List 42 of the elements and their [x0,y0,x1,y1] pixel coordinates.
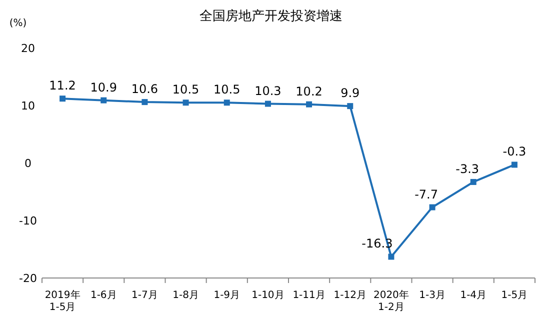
x-tick-label: 1-7月 [132,290,158,301]
x-tick-label: 1-3月 [419,290,446,301]
point [511,162,518,168]
point [60,96,66,102]
data-label: -0.3 [502,144,526,159]
x-tick-label: 1-6月 [90,290,117,301]
data-label: -7.7 [414,187,438,202]
data-label: 10.2 [296,84,322,98]
point [142,99,148,106]
data-label: -3.3 [456,162,480,176]
x-tick-label: 1-8月 [172,290,199,301]
y-tick-label: 20 [21,42,35,55]
data-label: 10.6 [131,82,158,96]
x-tick-label: 1-4月 [460,290,487,301]
x-tick-label: 1-11月 [292,290,326,301]
data-label: 11.2 [49,78,76,93]
x-tick-label: 1-12月 [334,290,366,301]
y-tick-label: -20 [19,272,37,285]
point [100,97,107,104]
point [347,103,354,110]
point [306,101,312,108]
x-tick-label: 1-9月 [214,290,240,301]
point [224,100,230,106]
data-label: 10.3 [254,84,282,98]
x-tick-label: 2020年 1-2月 [373,289,409,313]
data-label: 10.9 [90,80,117,94]
y-tick-label: 10 [21,100,35,112]
x-tick-label: 1-5月 [501,290,528,301]
y-tick-label: -10 [19,214,37,228]
point [264,100,271,107]
y-axis-title: (%) [9,18,27,29]
data-label: 10.5 [172,82,200,97]
x-tick-label: 1-10月 [252,290,284,301]
point [388,254,394,260]
y-tick-label: 0 [24,157,32,170]
x-tick-label: 2019年 1-5月 [44,289,80,313]
data-label: 9.9 [340,86,360,100]
data-label: 10.5 [214,82,240,97]
point [470,178,476,185]
point [182,100,189,106]
chart-title: 全国房地产开发投资增速 [200,8,342,24]
point [429,204,436,210]
